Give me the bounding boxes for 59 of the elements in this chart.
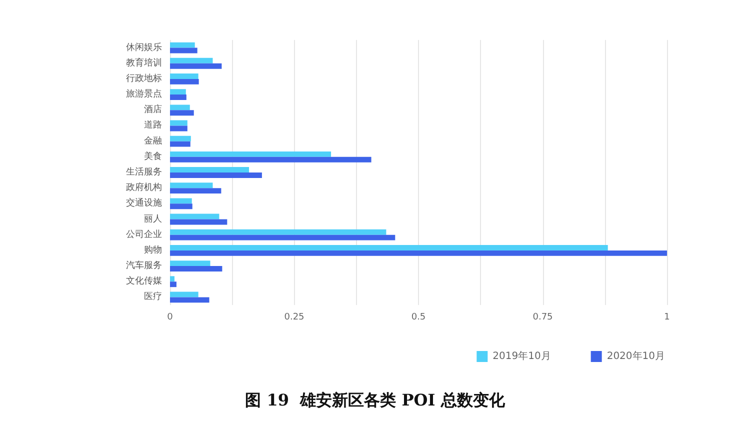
- bar: [170, 297, 210, 303]
- y-tick-label: 公司企业: [126, 228, 162, 240]
- bar: [170, 78, 199, 84]
- y-tick-label: 旅游景点: [126, 88, 162, 100]
- x-tick-label: 0.25: [284, 312, 304, 322]
- y-tick-label: 交通设施: [126, 198, 162, 209]
- bar: [170, 151, 332, 157]
- bar: [170, 136, 191, 142]
- bar: [170, 63, 222, 69]
- y-tick-label: 文化传媒: [126, 276, 162, 287]
- bar: [170, 244, 608, 250]
- bar: [170, 250, 667, 256]
- y-tick-label: 道路: [144, 120, 162, 131]
- bar: [170, 214, 220, 220]
- bar: [170, 229, 386, 235]
- text: 图 19 雄安新区各类 POI 总数变化: [245, 390, 506, 410]
- y-tick-label: 教育培训: [126, 57, 162, 68]
- bar: [170, 141, 190, 147]
- bar: [170, 104, 190, 110]
- bar: [170, 156, 372, 162]
- bar: [170, 182, 213, 188]
- legend-label: 2019年10月: [492, 350, 551, 362]
- bar: [170, 120, 188, 126]
- bar: [170, 167, 250, 172]
- y-tick-label: 丽人: [144, 213, 162, 224]
- legend-label: 2020年10月: [606, 350, 666, 362]
- y-tick-label: 汽车服务: [126, 260, 162, 272]
- y-tick-label: 美食: [144, 150, 162, 162]
- y-tick-label: 酒店: [144, 104, 162, 116]
- bar: [170, 126, 188, 132]
- bar: [170, 188, 222, 194]
- bar: [170, 110, 194, 116]
- bar: [170, 266, 222, 272]
- bar: [170, 204, 192, 210]
- x-tick-label: 0: [167, 312, 174, 322]
- bar: [170, 234, 396, 240]
- y-tick-label: 金融: [144, 135, 162, 146]
- bar: [170, 172, 262, 178]
- bar: [170, 276, 174, 282]
- x-tick-label: 1: [664, 312, 670, 322]
- bar: [170, 89, 186, 95]
- bar: [170, 58, 213, 64]
- bar: [170, 94, 186, 100]
- y-tick-label: 休闲娱乐: [126, 42, 162, 53]
- bar: [170, 292, 198, 298]
- bar: [170, 74, 198, 79]
- y-tick-label: 生活服务: [126, 166, 162, 178]
- bar: [170, 219, 228, 225]
- y-tick-label: 医疗: [144, 291, 162, 302]
- y-tick-label: 购物: [144, 244, 162, 256]
- x-tick-label: 0.75: [532, 312, 553, 322]
- bar: [170, 260, 210, 266]
- y-tick-label: 政府机构: [126, 182, 162, 194]
- bar: [170, 198, 192, 204]
- bar: [170, 282, 176, 288]
- x-tick-label: 0.5: [411, 312, 426, 322]
- bar: [170, 42, 195, 48]
- bar: [170, 48, 198, 54]
- y-tick-label: 行政地标: [126, 72, 162, 84]
